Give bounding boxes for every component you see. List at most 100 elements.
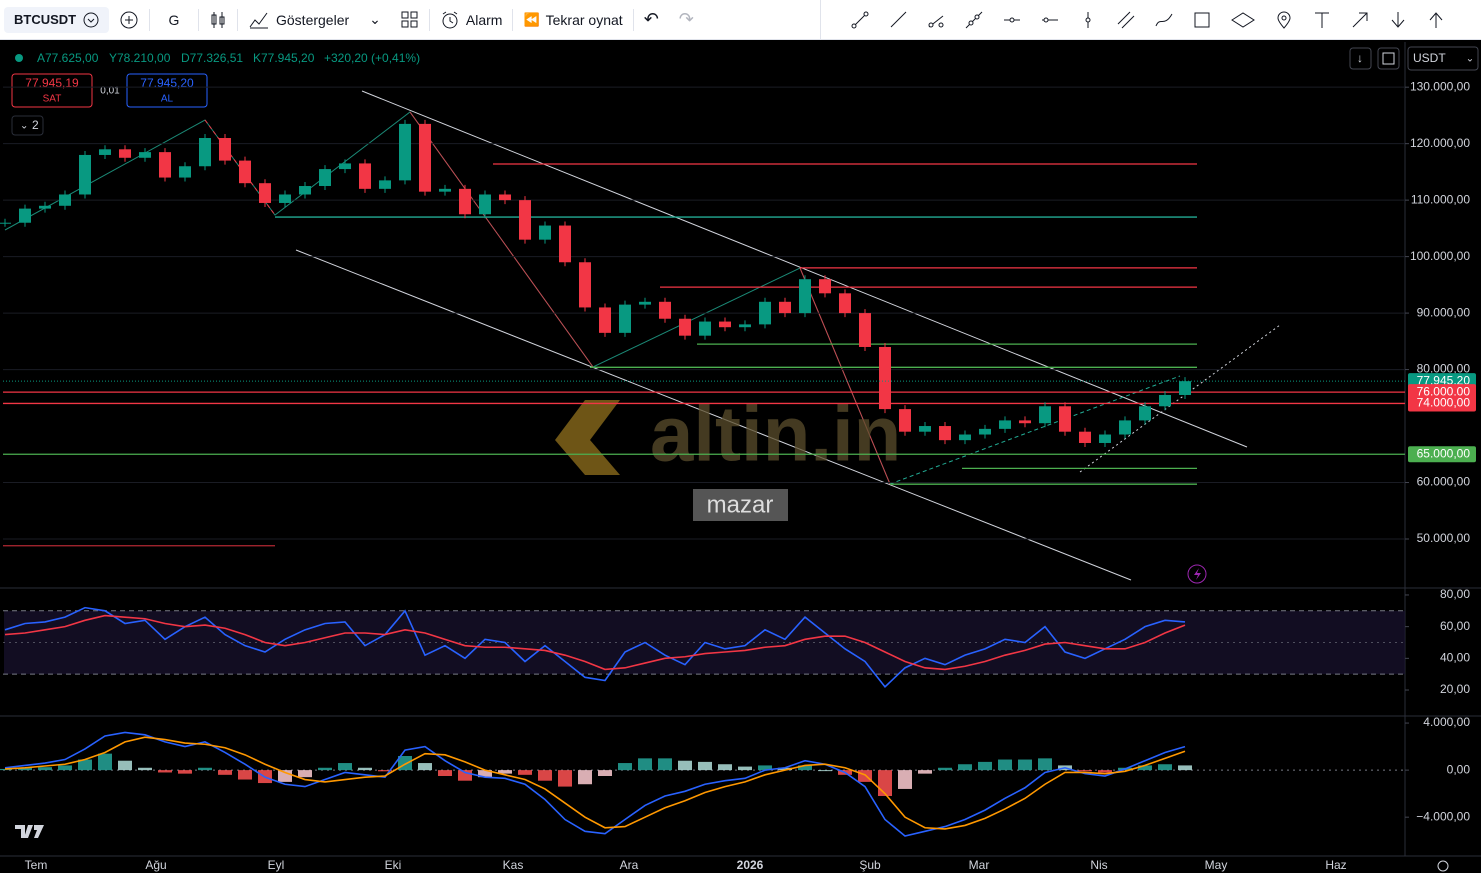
alarm-button[interactable]: Alarm (430, 0, 513, 40)
candle (499, 194, 511, 201)
candle (19, 208, 31, 223)
histogram-bar (458, 770, 472, 781)
watermark-sub: mazar (707, 491, 774, 518)
histogram-bar (158, 770, 172, 773)
candle (1059, 406, 1071, 432)
y-tick-label: 60.000,00 (1417, 475, 1471, 489)
candle (179, 166, 191, 178)
histogram-bar (58, 765, 72, 771)
channel-upper (361, 90, 1248, 448)
candle (659, 301, 671, 319)
histogram-bar (898, 770, 912, 789)
tool-arrow-down[interactable] (1388, 10, 1408, 30)
currency-select[interactable] (1407, 46, 1479, 71)
event-icon[interactable] (1187, 564, 1207, 584)
candle (1019, 420, 1031, 424)
tv-logo (15, 825, 44, 838)
currency-chevron: ⌄ (1466, 54, 1474, 65)
tool-horizontal-line[interactable] (1040, 10, 1060, 30)
sell-button[interactable] (11, 73, 93, 108)
tool-ellipse[interactable] (1230, 10, 1256, 30)
candle (979, 428, 991, 435)
tool-pitchfork[interactable] (1154, 10, 1174, 30)
icon (442, 11, 458, 28)
tool-pin[interactable] (1274, 10, 1294, 30)
support-trend (1079, 324, 1281, 473)
candle (619, 304, 631, 333)
chart-type[interactable] (199, 0, 237, 40)
histogram-bar (498, 770, 512, 774)
undo[interactable]: ↶ (643, 9, 659, 29)
last-price-label: 77.945,20 (1417, 373, 1471, 387)
buy-price: 77.945,20 (140, 76, 194, 90)
tool-text[interactable] (1312, 10, 1332, 30)
redo[interactable]: ↷ (678, 9, 694, 29)
candle (159, 152, 171, 178)
interval[interactable]: G (168, 11, 180, 28)
tool-arrow-up[interactable] (1426, 10, 1446, 30)
tool-horizontal-ray[interactable] (1002, 10, 1022, 30)
tool-info-line[interactable] (926, 10, 946, 30)
indicators-button[interactable]: Göstergeler ⌄ (238, 0, 391, 40)
tool-trendline[interactable] (850, 10, 870, 30)
histogram-bar (298, 770, 312, 778)
replay-button[interactable]: ⏪ Tekrar oynat (523, 11, 623, 28)
candle (339, 163, 351, 170)
histogram-bar (218, 770, 232, 775)
price-label-box (1408, 395, 1476, 412)
watermark-sub-bg (693, 489, 788, 521)
candle (559, 225, 571, 263)
histogram-bar (98, 753, 112, 771)
histogram-bar (698, 761, 712, 771)
event-icon-bolt (1194, 568, 1201, 580)
histogram-bar (238, 770, 252, 780)
sell-price: 77.945,19 (25, 76, 79, 90)
scroll-button[interactable] (1349, 47, 1372, 70)
histogram-bar (318, 767, 332, 771)
candle (1119, 420, 1131, 435)
histogram-bar (958, 764, 972, 771)
legend-close: K77.945,20 (253, 51, 315, 65)
channel-lower (295, 249, 1132, 581)
candle (319, 169, 331, 187)
histogram-bar (1138, 765, 1152, 771)
candle (419, 123, 431, 192)
candle (879, 346, 891, 410)
symbol-search[interactable]: BTCUSDT (4, 6, 109, 33)
settings-icon[interactable] (1437, 860, 1449, 872)
reset-button[interactable] (1377, 47, 1400, 70)
histogram-bar (598, 770, 612, 776)
candle (1159, 394, 1171, 407)
candle (799, 279, 811, 314)
histogram-bar (858, 770, 872, 782)
drawing-tools (820, 0, 1455, 40)
histogram-bar (618, 763, 632, 771)
candle (139, 152, 151, 158)
tool-channel[interactable] (1116, 10, 1136, 30)
tool-rectangle[interactable] (1192, 10, 1212, 30)
drawings-toggle[interactable] (11, 115, 44, 136)
currency: USDT (1413, 51, 1446, 65)
chart: altin.in mazar A77.625,00 Y78.210,00 D77… (0, 40, 1481, 873)
tool-ray[interactable] (888, 10, 908, 30)
candle (719, 321, 731, 328)
buy-button[interactable] (126, 73, 208, 108)
candle (679, 318, 691, 336)
candle (519, 200, 531, 240)
tool-vertical-line[interactable] (1078, 10, 1098, 30)
swing-down (409, 111, 594, 368)
histogram-bar (78, 759, 92, 771)
tool-extended[interactable] (964, 10, 984, 30)
histogram-bar (138, 767, 152, 771)
histogram-bar (918, 770, 932, 774)
drawings-count: 2 (32, 118, 39, 132)
candle (259, 183, 271, 203)
candle (959, 434, 971, 441)
compare[interactable] (109, 0, 149, 40)
layouts[interactable] (391, 0, 429, 40)
swing-down (799, 267, 891, 485)
tool-arrow[interactable] (1350, 10, 1370, 30)
histogram-bar (378, 770, 392, 772)
watermark-logo (555, 400, 620, 475)
histogram-bar (1018, 759, 1032, 771)
